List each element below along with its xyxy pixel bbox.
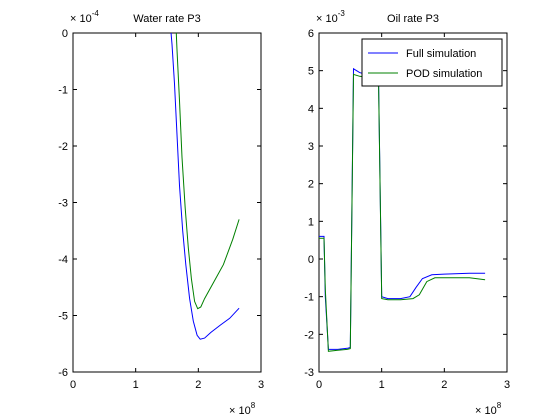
tick-layer: 0 1 2 3 6 5 4 3 2 1 0 -1 -2 -3 (304, 28, 510, 391)
y-tick-label: 3 (308, 141, 314, 153)
series-line-0 (170, 33, 240, 340)
tick-layer: 0 1 2 3 0 -1 -2 -3 -4 -5 -6 (58, 28, 264, 391)
series-layer (170, 33, 240, 340)
x-tick-label: 0 (70, 379, 76, 391)
x-tick-label: 2 (195, 379, 201, 391)
x-exponent-base: × 10 (475, 405, 497, 417)
y-tick-label: -2 (58, 141, 68, 153)
y-tick-label: 2 (308, 179, 314, 191)
x-tick-label: 0 (316, 379, 322, 391)
y-exponent-power: -4 (92, 9, 100, 18)
y-tick-label: 0 (62, 28, 68, 40)
y-exponent-power: -3 (338, 9, 346, 18)
axes-frame (72, 32, 262, 373)
chart-title: Water rate P3 (133, 13, 200, 25)
x-tick-label: 1 (133, 379, 139, 391)
y-tick-label: -3 (304, 367, 314, 379)
y-axis-exponent: × 10-4 (70, 9, 99, 25)
x-exponent-base: × 10 (229, 405, 251, 417)
x-axis-exponent: × 108 (229, 401, 256, 417)
y-tick-label: -1 (58, 85, 68, 97)
y-tick-label: 6 (308, 28, 314, 40)
x-tick-label: 3 (258, 379, 264, 391)
x-tick-label: 2 (441, 379, 447, 391)
series-line-1 (175, 33, 240, 310)
subplot-water-rate: Water rate P3 0 1 2 30-1-2-3-4-5-6 × 10-4 ×… (58, 9, 264, 417)
x-tick-label: 1 (379, 379, 385, 391)
y-tick-label: 0 (308, 254, 314, 266)
y-tick-label: -6 (58, 367, 68, 379)
y-tick-label: -3 (58, 198, 68, 210)
x-exponent-power: 8 (497, 401, 502, 410)
legend-label-full-simulation: Full simulation (406, 48, 476, 60)
x-exponent-power: 8 (251, 401, 256, 410)
y-exponent-base: × 10 (70, 13, 92, 25)
y-tick-label: -2 (304, 329, 314, 341)
y-tick-label: -1 (304, 292, 314, 304)
y-tick-label: 4 (308, 103, 314, 115)
y-exponent-base: × 10 (316, 13, 338, 25)
y-axis-exponent: × 10-3 (316, 9, 345, 25)
y-tick-label: 1 (308, 216, 314, 228)
y-tick-label: -4 (58, 254, 68, 266)
x-tick-label: 3 (504, 379, 510, 391)
chart-title: Oil rate P3 (387, 13, 439, 25)
legend-box (361, 38, 503, 87)
y-tick-label: 5 (308, 66, 314, 78)
legend: Full simulation POD simulation (361, 38, 503, 87)
legend-label-pod-simulation: POD simulation (406, 68, 482, 80)
x-axis-exponent: × 108 (475, 401, 502, 417)
y-tick-label: -5 (58, 311, 68, 323)
